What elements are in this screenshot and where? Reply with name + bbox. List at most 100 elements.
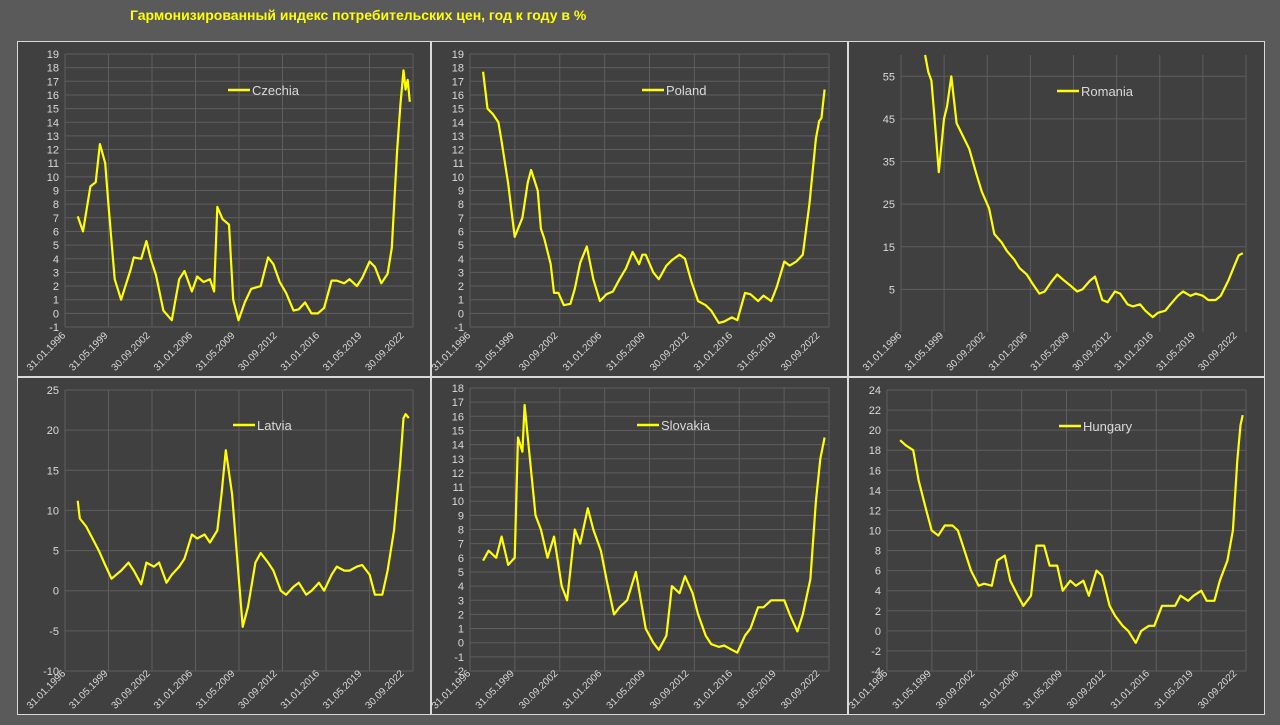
x-tick-label: 31.01.2006 bbox=[978, 668, 1021, 711]
y-tick-label: 10 bbox=[452, 496, 464, 508]
y-tick-label: 7 bbox=[53, 213, 59, 225]
series-line bbox=[76, 69, 411, 322]
y-tick-label: 20 bbox=[47, 425, 59, 437]
y-tick-label: 2 bbox=[875, 606, 881, 618]
y-tick-label: -5 bbox=[49, 626, 59, 638]
y-tick-label: 15 bbox=[47, 465, 59, 477]
x-tick-label: 30.09.2002 bbox=[945, 330, 988, 373]
y-tick-label: 1 bbox=[53, 295, 59, 307]
x-tick-label: 31.01.1996 bbox=[861, 330, 904, 373]
y-tick-label: -1 bbox=[454, 322, 464, 334]
x-tick-label: 31.05.2019 bbox=[321, 330, 364, 373]
y-tick-label: 10 bbox=[47, 172, 59, 184]
y-tick-label: 22 bbox=[869, 405, 881, 417]
y-tick-label: 16 bbox=[452, 90, 464, 102]
legend-label: Slovakia bbox=[661, 418, 711, 433]
y-tick-label: 18 bbox=[452, 383, 464, 395]
y-tick-label: -1 bbox=[454, 652, 464, 664]
y-tick-label: 2 bbox=[458, 281, 464, 293]
y-tick-label: 10 bbox=[452, 172, 464, 184]
y-tick-label: 18 bbox=[47, 63, 59, 75]
y-tick-label: 17 bbox=[452, 76, 464, 88]
y-tick-label: 5 bbox=[53, 240, 59, 252]
y-tick-label: 0 bbox=[458, 638, 464, 650]
series-line bbox=[924, 54, 1244, 319]
x-tick-label: 31.01.2016 bbox=[692, 668, 735, 711]
y-tick-label: 8 bbox=[458, 199, 464, 211]
x-tick-label: 31.05.2009 bbox=[194, 668, 237, 711]
x-tick-label: 30.09.2012 bbox=[1071, 330, 1114, 373]
y-tick-label: 9 bbox=[53, 186, 59, 198]
x-tick-label: 31.05.2009 bbox=[605, 668, 648, 711]
chart-panel-czechia: -1 0 1 2 3 4 5 6 7 8 9 10 11 12 13 14 15 16 17 18 19 31.01.19… bbox=[17, 41, 431, 377]
y-tick-label: 12 bbox=[452, 468, 464, 480]
x-tick-label: 30.09.2002 bbox=[934, 668, 977, 711]
x-tick-label: 31.01.1996 bbox=[432, 330, 473, 373]
x-tick-label: 31.05.1999 bbox=[67, 668, 110, 711]
y-tick-label: 45 bbox=[883, 114, 895, 126]
x-tick-label: 31.05.2019 bbox=[321, 668, 364, 711]
x-tick-label: 31.01.1996 bbox=[432, 668, 473, 711]
y-tick-label: -2 bbox=[871, 646, 881, 658]
series-line bbox=[482, 403, 826, 654]
y-tick-label: 14 bbox=[452, 117, 464, 129]
y-tick-label: 1 bbox=[458, 624, 464, 636]
legend-label: Romania bbox=[1081, 84, 1134, 99]
chart-panel-poland: -1 0 1 2 3 4 5 6 7 8 9 10 11 12 13 14 15 16 17 18 19 31.01.19… bbox=[431, 41, 848, 377]
y-tick-label: 15 bbox=[883, 242, 895, 254]
y-tick-label: 12 bbox=[869, 505, 881, 517]
y-tick-label: 9 bbox=[458, 186, 464, 198]
x-tick-label: 31.01.2006 bbox=[987, 330, 1030, 373]
x-tick-label: 30.09.2022 bbox=[1196, 668, 1239, 711]
y-tick-label: 10 bbox=[869, 526, 881, 538]
y-tick-label: 11 bbox=[453, 158, 464, 170]
y-tick-label: 8 bbox=[458, 525, 464, 537]
y-tick-label: 8 bbox=[53, 199, 59, 211]
y-tick-label: 25 bbox=[47, 385, 59, 397]
y-tick-label: 14 bbox=[47, 117, 59, 129]
chart-panel-hungary: -4 -2 0 2 4 6 8 10 12 14 16 18 20 22 24 31.01.1996 31.05… bbox=[848, 377, 1265, 715]
x-tick-label: 31.01.1996 bbox=[849, 668, 890, 711]
y-tick-label: 16 bbox=[47, 90, 59, 102]
chart-panel-romania: 5 15 25 35 45 55 31.01.1996 31.05.1999 30.09.200… bbox=[848, 41, 1265, 377]
chart-panel-latvia: -10 -5 0 5 10 15 20 25 31.01.1996 31.05.1999 30.09… bbox=[17, 377, 431, 715]
x-tick-label: 31.05.2019 bbox=[1155, 330, 1198, 373]
series-line bbox=[899, 414, 1244, 644]
y-tick-label: 5 bbox=[53, 546, 59, 558]
y-tick-label: 17 bbox=[47, 76, 59, 88]
y-tick-label: 18 bbox=[452, 63, 464, 75]
x-tick-label: 31.05.2019 bbox=[736, 668, 779, 711]
line-chart-slovakia: -2-1012345678910111213141516171831.01.19… bbox=[432, 383, 830, 712]
y-tick-label: 35 bbox=[883, 157, 895, 169]
series-line bbox=[482, 71, 826, 324]
y-tick-label: 13 bbox=[452, 454, 464, 466]
x-tick-label: 31.01.2006 bbox=[561, 668, 604, 711]
y-tick-label: 15 bbox=[47, 104, 59, 116]
x-tick-label: 30.09.2022 bbox=[1197, 330, 1240, 373]
y-tick-label: 20 bbox=[869, 425, 881, 437]
x-tick-label: 31.01.2006 bbox=[152, 668, 195, 711]
y-tick-label: 55 bbox=[883, 71, 895, 83]
x-tick-label: 31.05.1999 bbox=[903, 330, 946, 373]
y-tick-label: 3 bbox=[53, 267, 59, 279]
y-tick-label: 16 bbox=[452, 411, 464, 423]
y-tick-label: 6 bbox=[458, 226, 464, 238]
x-tick-label: 31.05.1999 bbox=[67, 330, 110, 373]
x-tick-label: 30.09.2012 bbox=[237, 668, 280, 711]
y-tick-label: 4 bbox=[458, 581, 464, 593]
legend-label: Poland bbox=[666, 83, 706, 98]
x-tick-label: 31.01.2016 bbox=[1113, 330, 1156, 373]
y-tick-label: 11 bbox=[453, 482, 464, 494]
x-tick-label: 30.09.2002 bbox=[517, 668, 560, 711]
y-tick-label: 14 bbox=[452, 440, 464, 452]
legend-label: Hungary bbox=[1083, 419, 1133, 434]
page-title: Гармонизированный индекс потребительских… bbox=[130, 7, 587, 23]
x-tick-label: 31.05.2009 bbox=[194, 330, 237, 373]
y-tick-label: 15 bbox=[452, 104, 464, 116]
line-chart-romania: 5 15 25 35 45 55 31.01.199631.05.199930.09.200… bbox=[861, 54, 1247, 374]
legend-label: Czechia bbox=[252, 83, 300, 98]
y-tick-label: 6 bbox=[53, 226, 59, 238]
y-tick-label: 10 bbox=[47, 505, 59, 517]
